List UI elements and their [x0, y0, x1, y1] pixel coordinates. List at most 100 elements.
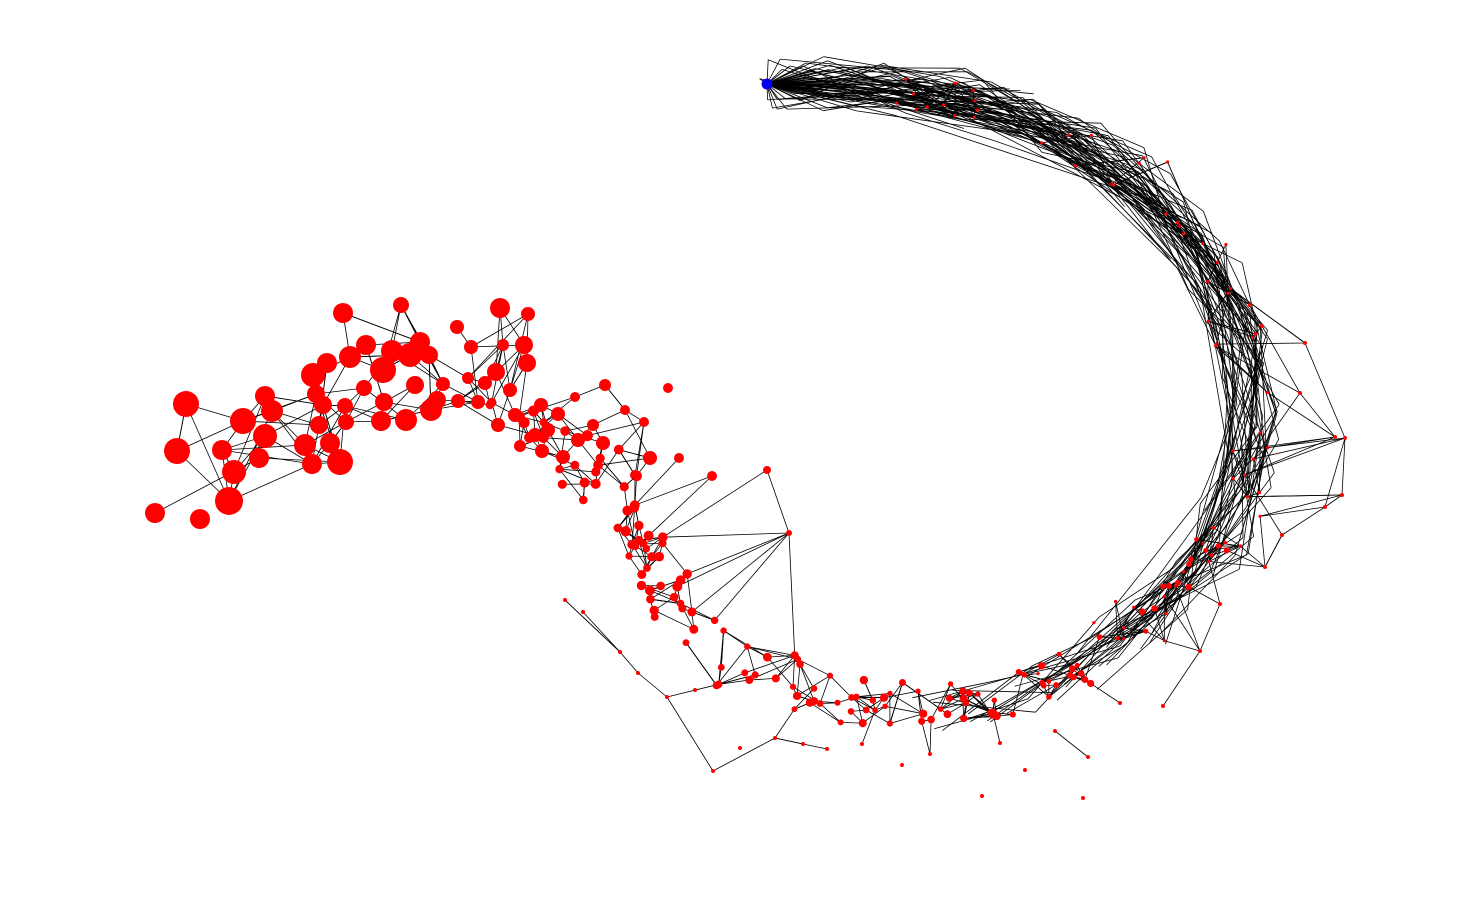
graph-edge: [792, 655, 796, 687]
graph-edge: [989, 657, 1081, 714]
graph-edge: [1204, 404, 1280, 511]
graph-node: [643, 564, 651, 572]
graph-node: [551, 407, 565, 421]
graph-edge: [1176, 215, 1251, 317]
graph-node: [998, 741, 1002, 745]
graph-edge: [1079, 590, 1181, 659]
graph-node: [773, 736, 777, 740]
graph-edge: [1149, 490, 1250, 643]
graph-edge: [559, 468, 584, 501]
graph-node: [524, 432, 536, 443]
graph-node: [1022, 672, 1028, 678]
graph-node: [674, 453, 684, 463]
graph-node: [1206, 280, 1210, 284]
graph-edge: [634, 457, 680, 506]
graph-edge: [806, 77, 1040, 121]
graph-node: [1161, 704, 1165, 708]
graph-node: [1245, 495, 1250, 499]
graph-edge: [857, 86, 979, 100]
graph-edge: [1188, 586, 1221, 605]
graph-edge: [1208, 561, 1221, 605]
graph-node: [627, 539, 637, 550]
graph-edge: [1042, 109, 1152, 158]
graph-node: [960, 714, 968, 723]
graph-edge: [1231, 312, 1234, 486]
graph-node: [1260, 324, 1264, 328]
graph-edge: [1099, 567, 1175, 618]
graph-edge: [1051, 628, 1115, 693]
graph-node: [560, 426, 570, 436]
graph-edge: [879, 64, 992, 83]
graph-node: [556, 450, 570, 464]
graph-edge: [766, 66, 846, 85]
graph-edge: [1022, 673, 1050, 698]
graph-edge: [1173, 488, 1242, 568]
graph-edge: [1208, 545, 1241, 562]
graph-edge: [882, 78, 990, 96]
graph-edge: [1055, 596, 1182, 676]
graph-edge: [1227, 312, 1248, 455]
graph-node: [310, 416, 328, 434]
graph-node: [497, 339, 509, 351]
graph-node: [613, 523, 623, 533]
graph-edge: [1267, 392, 1336, 438]
graph-node: [689, 624, 699, 634]
graph-node: [959, 687, 967, 695]
graph-node: [514, 440, 526, 452]
graph-edge: [597, 464, 625, 488]
graph-node: [693, 688, 697, 692]
graph-node: [712, 681, 721, 690]
graph-edge: [1151, 156, 1201, 246]
graph-edge: [662, 532, 790, 538]
graph-node: [579, 477, 590, 488]
graph-node: [381, 340, 403, 362]
graph-node: [801, 742, 805, 746]
graph-node: [794, 655, 802, 663]
graph-node: [164, 438, 190, 464]
graph-node: [1056, 651, 1062, 657]
graph-edge: [649, 590, 681, 604]
graph-edge: [1115, 601, 1125, 639]
graph-node: [1111, 183, 1116, 187]
graph-edge: [598, 457, 651, 466]
graph-edge: [919, 85, 1118, 152]
graph-edge: [994, 140, 1106, 180]
graph-edge: [1054, 730, 1089, 758]
graph-node: [539, 418, 548, 427]
graph-node: [1046, 694, 1052, 700]
graph-node: [230, 408, 256, 434]
graph-edge: [1341, 437, 1346, 496]
graph-node: [980, 794, 984, 798]
graph-edge: [619, 651, 639, 674]
graph-node: [1037, 662, 1046, 670]
graph-node: [682, 639, 690, 646]
graph-node: [1132, 605, 1136, 609]
graph-edge: [930, 683, 951, 720]
graph-edge: [1259, 516, 1266, 568]
graph-edge: [880, 80, 1039, 104]
graph-edge: [905, 112, 995, 141]
graph-edge: [1187, 439, 1257, 537]
graph-node: [953, 81, 958, 85]
graph-edge: [1041, 152, 1135, 173]
graph-node: [1231, 449, 1235, 453]
graph-edge: [470, 346, 479, 403]
graph-edge: [1222, 302, 1280, 405]
graph-edge: [809, 702, 841, 723]
graph-edge: [1162, 555, 1236, 632]
graph-edge: [1241, 371, 1249, 492]
graph-edge: [744, 655, 795, 674]
graph-node: [528, 405, 539, 417]
graph-node: [613, 444, 624, 455]
graph-edge: [766, 83, 828, 109]
graph-node: [646, 594, 655, 604]
graph-edge: [949, 77, 1100, 146]
graph-node: [900, 763, 904, 767]
graph-node: [1206, 319, 1210, 323]
graph-edge: [491, 344, 525, 403]
graph-edge: [662, 469, 768, 538]
graph-edge: [1225, 339, 1257, 440]
graph-edge: [799, 664, 815, 689]
graph-node: [1257, 491, 1262, 495]
graph-edge: [796, 664, 801, 696]
